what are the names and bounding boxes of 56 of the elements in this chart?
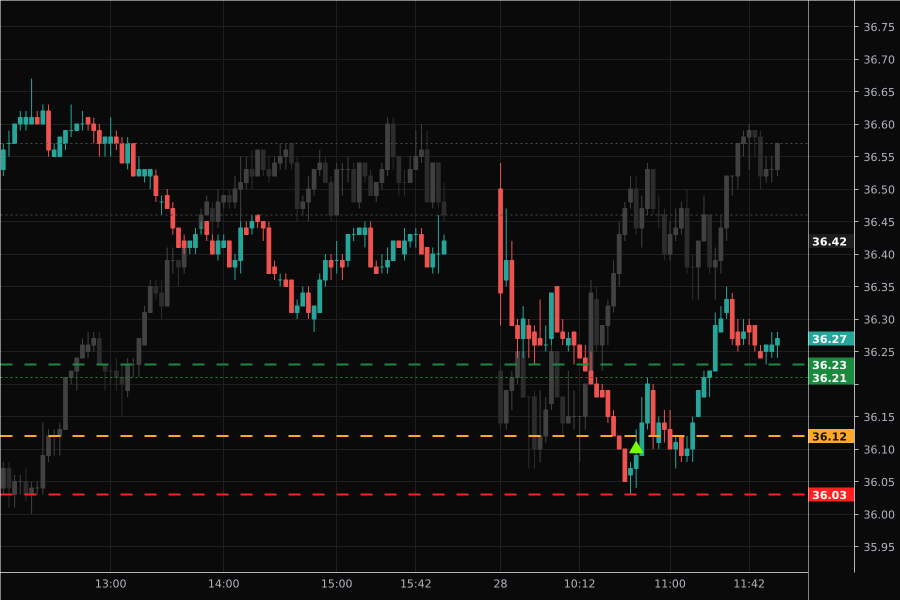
x-tick-label: 11:42 bbox=[733, 578, 766, 590]
candlestick bbox=[673, 436, 678, 469]
candlestick bbox=[250, 150, 254, 190]
y-tick-label: 36.65 bbox=[864, 86, 895, 99]
candlestick bbox=[154, 169, 158, 202]
text: 36.42 bbox=[812, 236, 847, 248]
x-tick-label: 14:00 bbox=[208, 578, 240, 590]
candlestick bbox=[340, 254, 345, 280]
y-tick-label: 36.70 bbox=[864, 54, 895, 66]
candlestick bbox=[758, 344, 763, 358]
candlestick bbox=[24, 468, 28, 502]
y-tick-label: 36.05 bbox=[864, 476, 895, 489]
y-tick-label: 36.40 bbox=[864, 248, 895, 262]
y-tick-label: 36.45 bbox=[864, 216, 895, 229]
x-tick-label: 15:00 bbox=[320, 578, 353, 590]
candlestick bbox=[306, 286, 311, 320]
candlestick bbox=[0, 143, 6, 176]
candlestick bbox=[34, 110, 40, 124]
candlestick bbox=[210, 234, 215, 254]
candlestick bbox=[6, 462, 12, 508]
ref-line-label: 36.21 bbox=[812, 372, 847, 385]
x-tick-label: 28 bbox=[494, 578, 508, 590]
y-tick-label: 36.75 bbox=[864, 21, 895, 34]
candlestick bbox=[125, 136, 130, 170]
candlestick bbox=[504, 208, 509, 287]
candlestick bbox=[176, 260, 181, 287]
candlestick bbox=[628, 176, 633, 209]
y-tick-label: 36.35 bbox=[864, 281, 895, 294]
candlestick bbox=[328, 254, 334, 280]
candlestick bbox=[226, 188, 232, 209]
ref-line-label: 36.03 bbox=[812, 489, 847, 502]
y-tick-label: 35.95 bbox=[864, 541, 895, 554]
y-tick-label: 36.50 bbox=[864, 184, 895, 196]
y-tick-label: 36.25 bbox=[864, 346, 895, 359]
y-tick-label: 36.00 bbox=[864, 508, 895, 522]
y-tick-label: 36.55 bbox=[864, 151, 895, 164]
x-tick-label: 10:12 bbox=[564, 578, 596, 590]
candlestick bbox=[40, 104, 46, 124]
y-tick-label: 36.60 bbox=[864, 118, 895, 132]
ref-line-label: 36.12 bbox=[812, 430, 847, 444]
y-tick-label: 36.30 bbox=[864, 314, 895, 326]
candlestick bbox=[741, 318, 746, 346]
candlestick bbox=[204, 221, 210, 242]
x-tick-label: 11:00 bbox=[654, 578, 686, 590]
candlestick bbox=[250, 214, 254, 235]
candlestick bbox=[724, 286, 729, 320]
candlestick bbox=[210, 202, 215, 235]
y-tick-label: 36.10 bbox=[864, 444, 895, 456]
candlestick bbox=[0, 462, 6, 495]
text: 36.27 bbox=[812, 333, 847, 346]
ref-line-label: 36.23 bbox=[812, 359, 847, 372]
y-tick-label: 36.15 bbox=[864, 411, 895, 424]
candlestick bbox=[566, 332, 571, 352]
x-tick-label: 15:42 bbox=[400, 578, 432, 590]
candlestick bbox=[244, 221, 249, 235]
x-tick-label: 13:00 bbox=[94, 578, 127, 590]
